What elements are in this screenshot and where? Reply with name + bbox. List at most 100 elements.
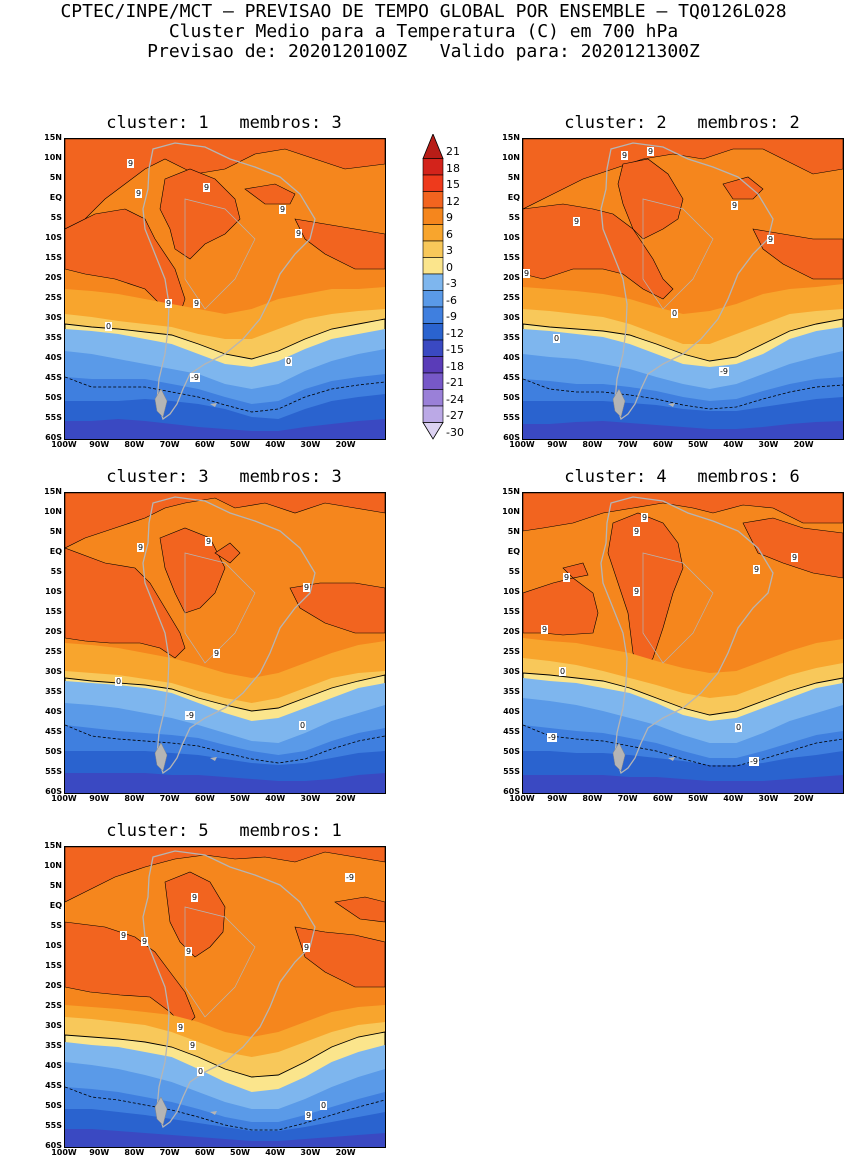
lon-tick-label: 90W — [89, 794, 110, 803]
lon-tick-label: 70W — [617, 440, 638, 449]
contour-line-minus-9 — [65, 724, 385, 764]
panel-title-5: cluster: 5 membros: 1 — [106, 821, 342, 841]
contour-label: 9 — [541, 625, 549, 634]
lon-tick-label: 50W — [230, 1148, 250, 1157]
lon-tick-label: 60W — [194, 440, 215, 449]
lat-tick-label: 15S — [45, 253, 62, 262]
lat-tick-label: 60S — [45, 433, 62, 442]
lat-tick-label: 10S — [503, 233, 520, 242]
lat-tick-label: 10N — [44, 153, 62, 162]
colorbar-bottom-arrow — [422, 422, 444, 440]
colorbar-label: -18 — [446, 359, 464, 373]
contour-region-12 — [607, 512, 684, 674]
field-minus-15 — [65, 773, 385, 793]
lat-tick-label: 55S — [45, 1121, 62, 1130]
lat-tick-label: 15S — [503, 253, 520, 262]
map-panel-4: 9 9 9 9 9 9 9 0 0 -9 -9 — [522, 492, 844, 794]
lon-tick-label: 40W — [723, 440, 744, 449]
contour-label: 9 — [127, 159, 135, 168]
contour-label: 9 — [641, 513, 649, 522]
colorbar-swatch — [422, 323, 444, 341]
patagonia-land — [612, 742, 626, 772]
lat-tick-label: 15N — [44, 487, 62, 496]
south-america-outline — [600, 142, 774, 421]
contour-label: -9 — [719, 367, 729, 376]
lon-tick-label: 30W — [758, 440, 779, 449]
lon-tick-label: 60W — [194, 794, 215, 803]
lon-tick-label: 70W — [617, 794, 638, 803]
contour-region-12 — [752, 228, 843, 280]
contour-label: 0 — [320, 1101, 328, 1110]
contour-label: 9 — [573, 217, 581, 226]
colorbar-label: -12 — [446, 326, 464, 340]
south-america-outline — [142, 850, 316, 1129]
contour-label: 9 — [305, 1111, 313, 1120]
contour-label: 9 — [189, 1041, 197, 1050]
lon-tick-label: 90W — [89, 1148, 110, 1157]
lon-tick-label: 30W — [758, 794, 779, 803]
patagonia-land — [154, 742, 168, 772]
contour-label: 9 — [621, 151, 629, 160]
lat-tick-label: 10S — [45, 941, 62, 950]
date-line: Previsao de: 2020120100Z Valido para: 20… — [147, 41, 700, 62]
lat-tick-label: 55S — [45, 767, 62, 776]
lat-tick-label: 60S — [45, 787, 62, 796]
contour-region-12 — [294, 926, 385, 988]
contour-label: 9 — [137, 543, 145, 552]
contour-label: 9 — [177, 1023, 185, 1032]
lat-tick-label: 50S — [503, 747, 520, 756]
lon-tick-label: 70W — [159, 1148, 180, 1157]
lat-tick-label: 5S — [50, 921, 62, 930]
lon-tick-label: 80W — [124, 440, 145, 449]
country-borders — [642, 198, 714, 310]
contour-label: 9 — [523, 269, 531, 278]
colorbar-label: -21 — [446, 376, 464, 390]
contour-label: 9 — [647, 147, 655, 156]
map-canvas — [65, 847, 385, 1147]
contour-label: 9 — [633, 527, 641, 536]
lat-tick-label: EQ — [507, 547, 520, 556]
colorbar-label: 12 — [446, 194, 460, 208]
contour-region-12 — [289, 582, 385, 634]
lat-tick-label: 40S — [503, 353, 520, 362]
panel-title-4: cluster: 4 membros: 6 — [564, 467, 800, 487]
colorbar-label: 15 — [446, 178, 460, 192]
lat-tick-label: 55S — [503, 767, 520, 776]
field-minus-15 — [523, 775, 843, 793]
lat-tick-label: 5N — [507, 527, 520, 536]
lat-tick-label: 10S — [503, 587, 520, 596]
contour-region-12 — [523, 493, 843, 532]
contour-label: -9 — [345, 873, 355, 882]
lat-tick-label: 35S — [45, 687, 62, 696]
colorbar-label: -27 — [446, 409, 464, 423]
lat-tick-label: 10N — [502, 507, 520, 516]
contour-label: -9 — [547, 733, 557, 742]
patagonia-land — [154, 1096, 168, 1126]
contour-label: -9 — [185, 711, 195, 720]
patagonia-land — [612, 388, 626, 418]
lat-tick-label: 10S — [45, 587, 62, 596]
contour-region-12 — [523, 139, 843, 210]
lon-tick-label: 20W — [793, 440, 814, 449]
lat-tick-label: 40S — [503, 707, 520, 716]
lat-tick-label: 5S — [508, 213, 520, 222]
main-title: CPTEC/INPE/MCT — PREVISAO DE TEMPO GLOBA… — [60, 1, 787, 22]
colorbar-label: -15 — [446, 343, 464, 357]
panel-title-3: cluster: 3 membros: 3 — [106, 467, 342, 487]
lat-tick-label: 50S — [503, 393, 520, 402]
country-borders — [184, 552, 256, 664]
lon-tick-label: 90W — [547, 440, 568, 449]
contour-label: -9 — [190, 373, 200, 382]
map-panel-5: 9 9 9 9 9 9 0 0 -9 9 9 — [64, 846, 386, 1148]
lat-tick-label: EQ — [49, 547, 62, 556]
lat-tick-label: 5S — [50, 213, 62, 222]
lat-tick-label: EQ — [49, 193, 62, 202]
contour-label: -9 — [749, 757, 759, 766]
lon-tick-label: 30W — [300, 1148, 321, 1157]
lat-tick-label: 55S — [45, 413, 62, 422]
lon-tick-label: 50W — [688, 794, 708, 803]
lon-tick-label: 20W — [335, 440, 356, 449]
panel-title-1: cluster: 1 membros: 3 — [106, 113, 342, 133]
lat-tick-label: 10N — [502, 153, 520, 162]
contour-region-12 — [159, 168, 241, 260]
